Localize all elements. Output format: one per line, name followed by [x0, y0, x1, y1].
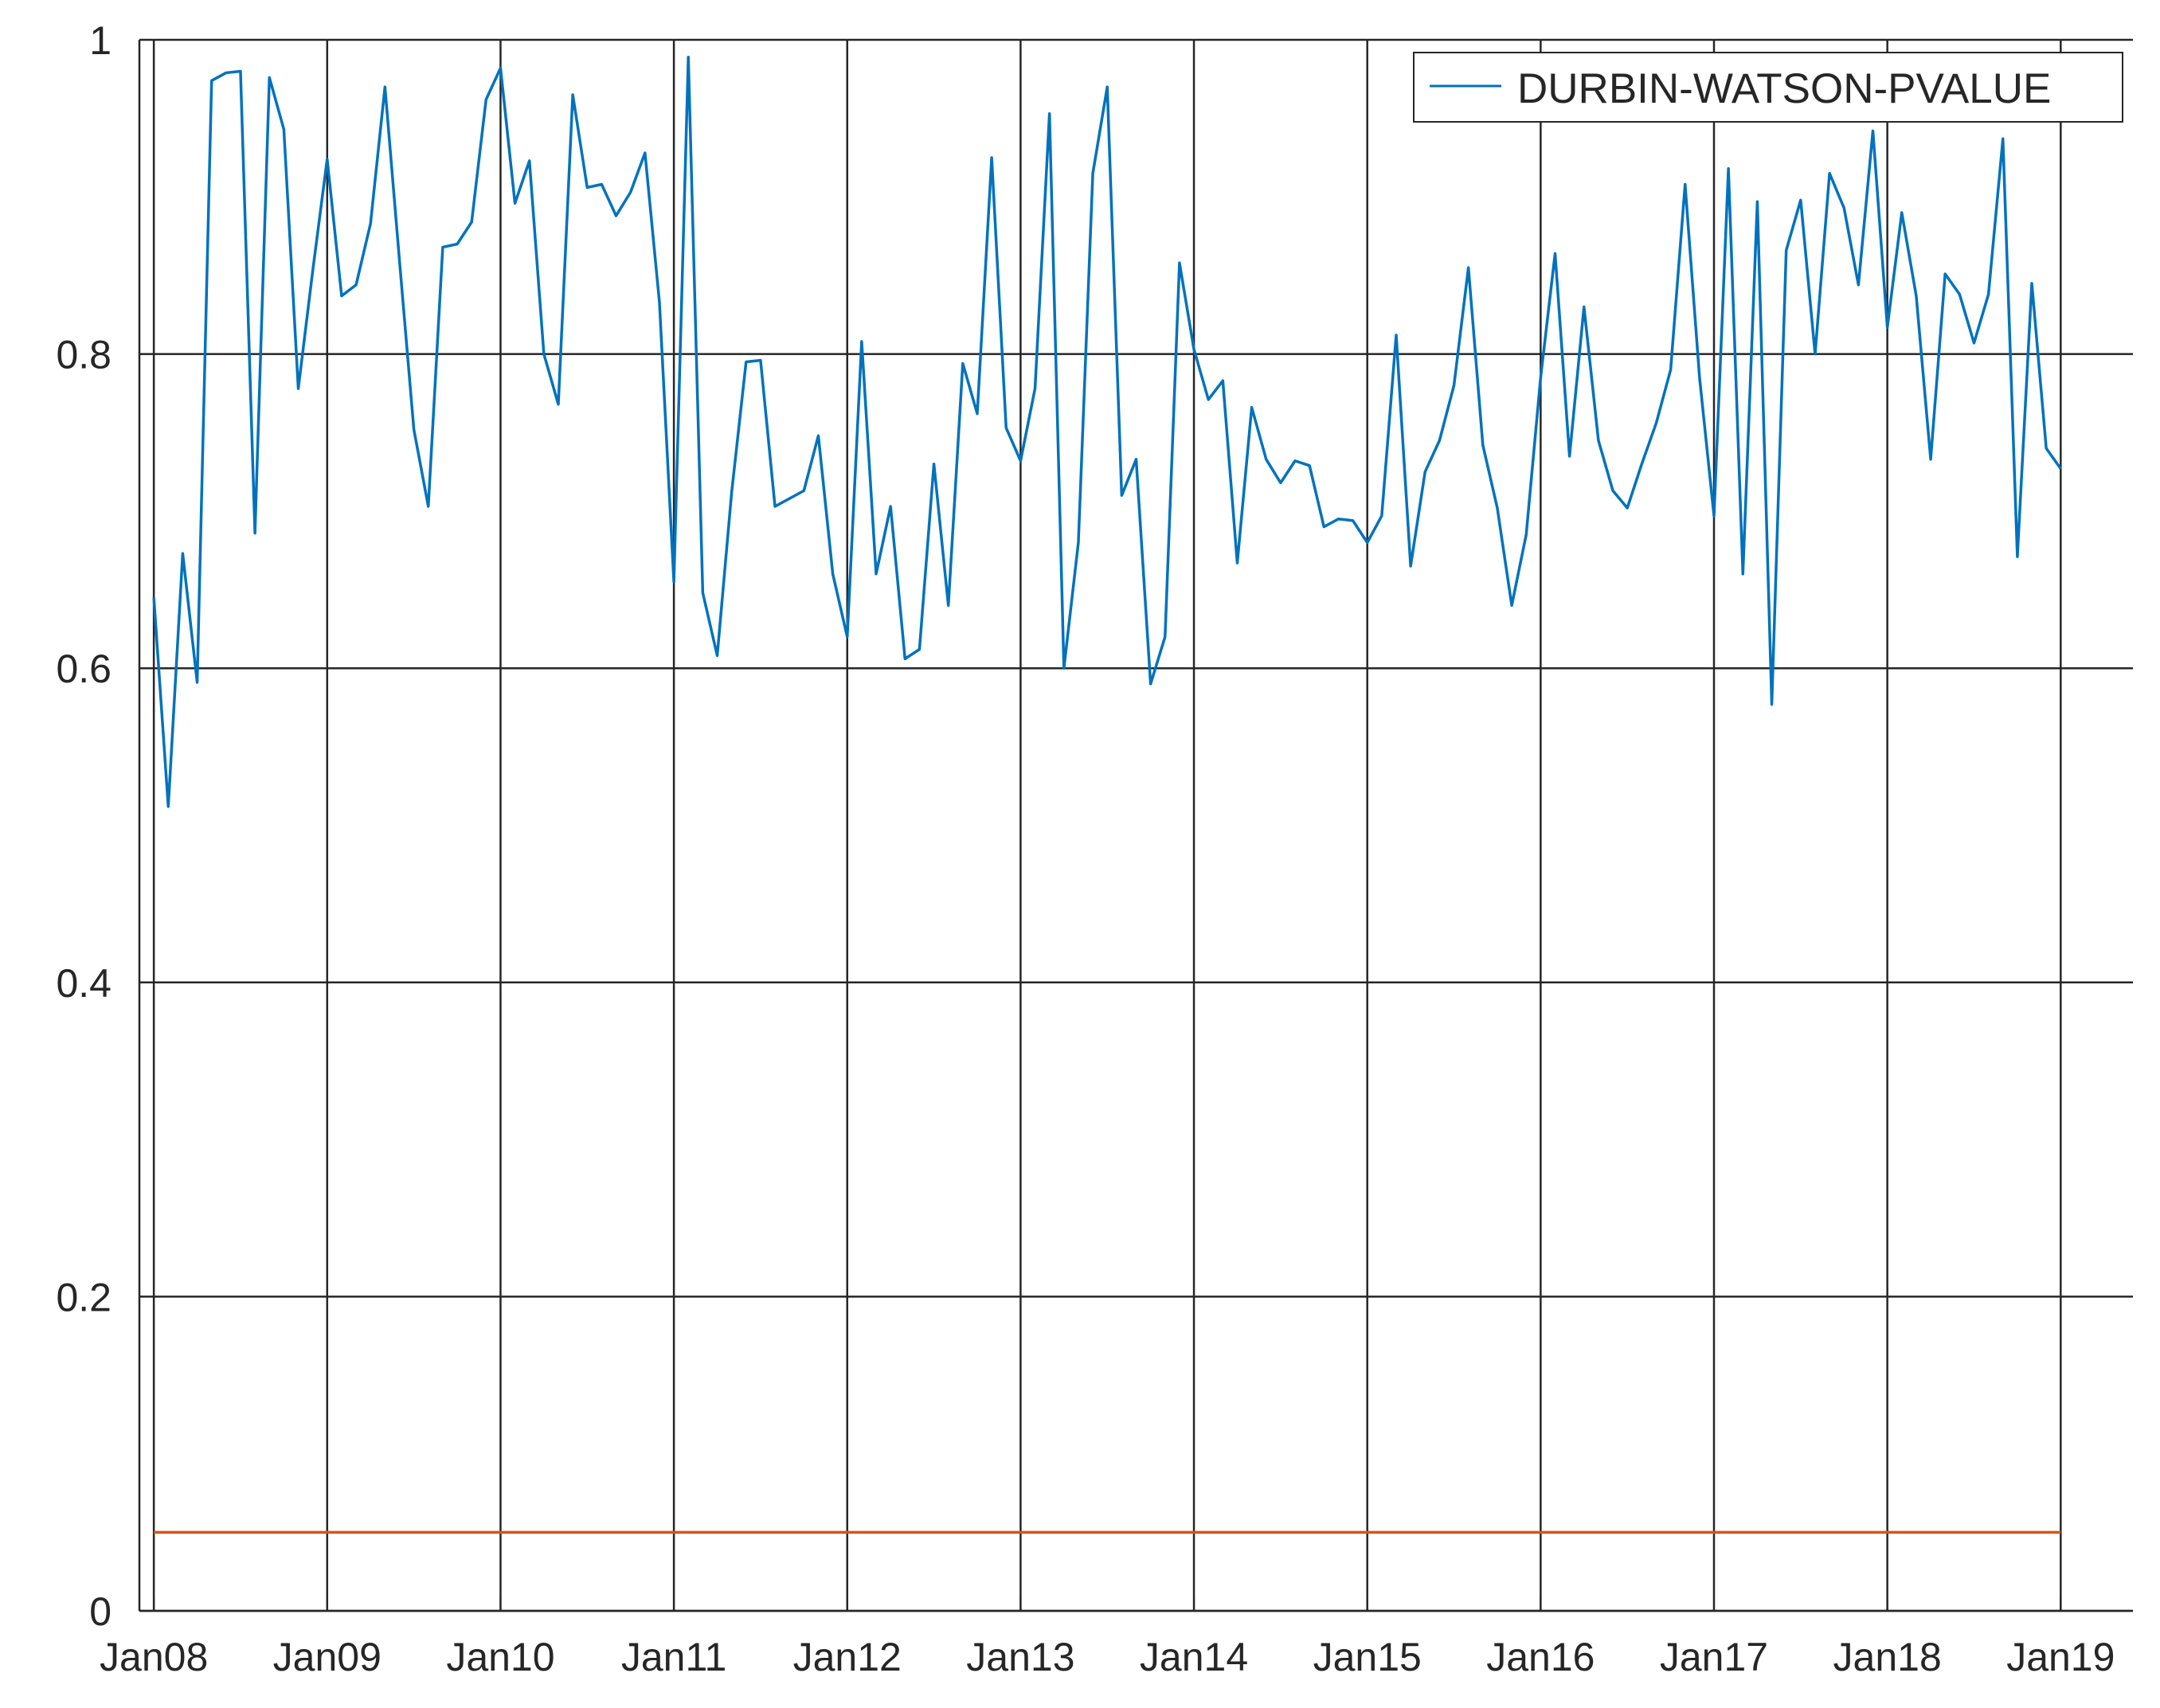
x-tick-label: Jan10: [446, 1635, 554, 1679]
x-tick-label: Jan08: [100, 1635, 208, 1679]
x-tick-label: Jan11: [621, 1635, 727, 1679]
legend-box: [1413, 52, 2123, 123]
x-tick-label: Jan16: [1486, 1635, 1595, 1679]
x-tick-label: Jan13: [966, 1635, 1074, 1679]
grid-lines: [139, 38, 2133, 1612]
y-tick-label: 0: [89, 1589, 112, 1634]
x-tick-label: Jan12: [793, 1635, 902, 1679]
x-tick-label: Jan17: [1660, 1635, 1768, 1679]
y-tick-label: 0.6: [56, 647, 112, 691]
legend-label: DURBIN-WATSON-PVALUE: [1517, 65, 2051, 112]
x-tick-labels: Jan08 Jan09 Jan10 Jan11 Jan12 Jan13 Jan14 Jan15…: [100, 1635, 2115, 1679]
y-tick-label: 0.8: [56, 333, 112, 377]
y-tick-label: 1: [89, 18, 112, 63]
series-line-durbin-watson-pvalue: [152, 55, 2062, 808]
legend: DURBIN-WATSON-PVALUE: [1413, 52, 2123, 123]
series-group: [152, 55, 2062, 1534]
axes-frame: [138, 39, 2133, 1612]
y-tick-labels: 0 0.2 0.4 0.6 0.8 1: [56, 18, 112, 1634]
x-tick-label: Jan18: [1833, 1635, 1942, 1679]
x-tick-label: Jan09: [273, 1635, 382, 1679]
x-tick-label: Jan14: [1140, 1635, 1248, 1679]
x-tick-label: Jan19: [2006, 1635, 2115, 1679]
x-tick-label: Jan15: [1313, 1635, 1422, 1679]
y-tick-label: 0.2: [56, 1275, 112, 1319]
y-tick-label: 0.4: [56, 961, 112, 1006]
